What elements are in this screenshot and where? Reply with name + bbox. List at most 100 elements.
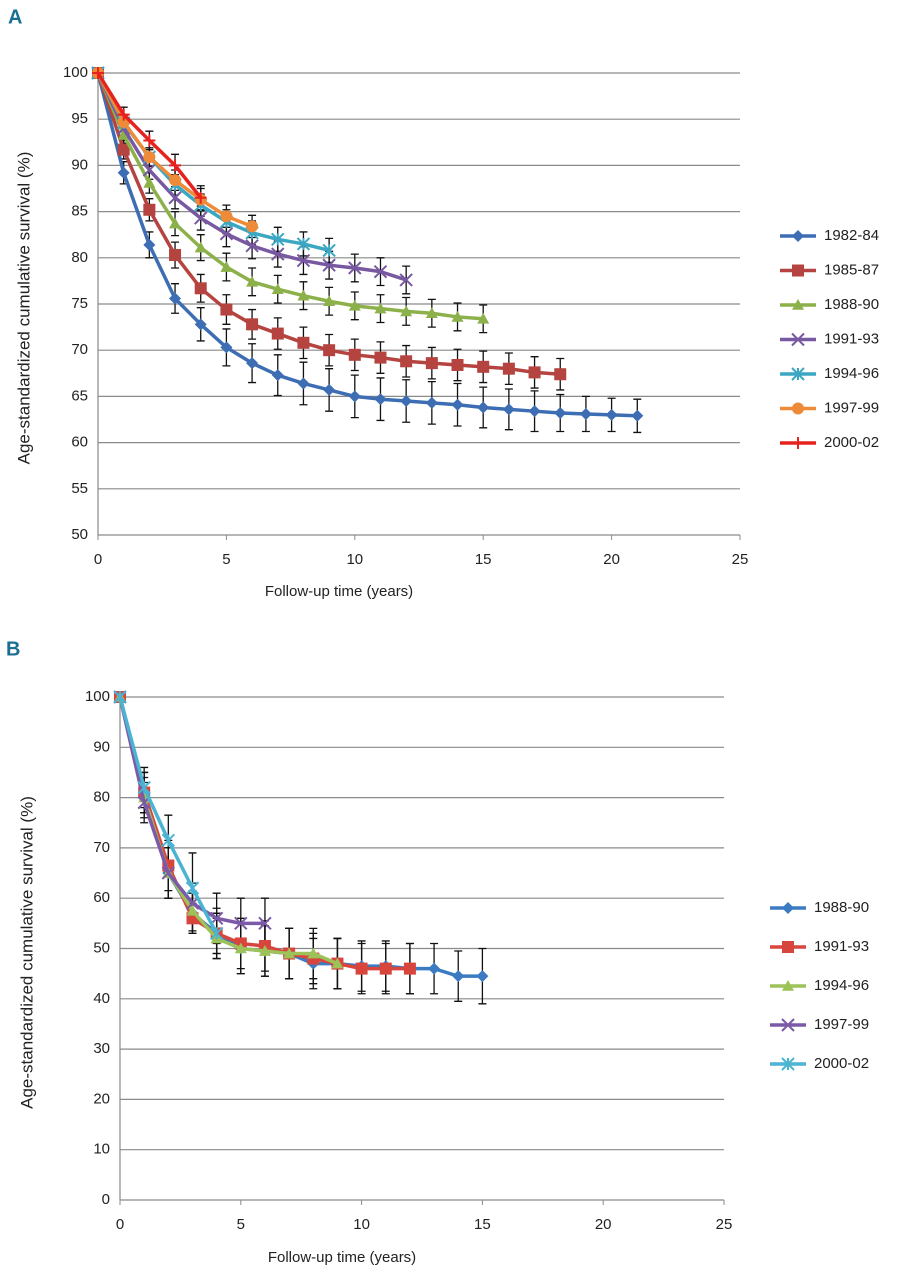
marker (234, 916, 248, 931)
marker (323, 344, 336, 357)
marker (297, 377, 310, 390)
legend-label: 1994-96 (814, 977, 869, 994)
marker (220, 303, 233, 316)
marker (400, 355, 413, 368)
marker (348, 299, 361, 311)
marker (631, 409, 644, 422)
y-tick-label: 90 (71, 156, 88, 173)
x-tick-label: 0 (94, 551, 102, 568)
y-tick-label: 75 (71, 295, 88, 312)
marker (477, 312, 490, 324)
marker (169, 159, 182, 172)
marker (323, 295, 336, 307)
y-tick-label: 50 (71, 526, 88, 543)
marker (117, 143, 130, 156)
marker (400, 395, 413, 408)
marker (194, 241, 207, 253)
marker (143, 134, 156, 147)
marker (271, 327, 284, 340)
marker (117, 128, 130, 140)
marker (322, 258, 336, 272)
y-tick-label: 55 (71, 480, 88, 497)
x-tick-label: 10 (346, 551, 363, 568)
marker (403, 962, 416, 975)
y-tick-label: 70 (71, 341, 88, 358)
marker (186, 904, 199, 916)
y-tick-label: 30 (93, 1040, 110, 1057)
marker (143, 151, 156, 164)
marker (297, 336, 310, 349)
marker (374, 393, 387, 406)
x-tick-label: 25 (716, 1216, 733, 1233)
marker (477, 360, 490, 373)
legend-marker (782, 902, 794, 914)
marker (220, 210, 233, 223)
marker (220, 261, 233, 272)
y-tick-label: 40 (93, 990, 110, 1007)
marker (451, 310, 464, 322)
marker (117, 108, 130, 121)
series-line (96, 72, 638, 418)
marker (477, 401, 490, 414)
series-line (118, 696, 483, 978)
marker (142, 163, 157, 177)
marker (528, 366, 541, 379)
marker (605, 408, 618, 421)
marker (169, 249, 182, 262)
legend-label: 1991-93 (824, 330, 879, 347)
marker (271, 283, 284, 295)
x-tick-label: 25 (732, 551, 749, 568)
marker (323, 383, 336, 396)
legend-marker (781, 1018, 795, 1032)
marker (374, 351, 387, 364)
legend-label: 1997-99 (824, 399, 879, 416)
x-tick-label: 15 (474, 1216, 491, 1233)
y-tick-label: 10 (93, 1141, 110, 1158)
legend-label: 1985-87 (824, 261, 879, 278)
marker (296, 253, 311, 268)
y-tick-label: 20 (93, 1090, 110, 1107)
series-line (96, 72, 561, 376)
marker (452, 970, 465, 983)
marker (373, 264, 388, 279)
legend-label: 1991-93 (814, 938, 869, 955)
marker (428, 962, 441, 975)
marker (92, 67, 104, 79)
marker (502, 362, 515, 375)
y-tick-label: 90 (93, 738, 110, 755)
marker (143, 238, 156, 251)
marker (117, 166, 130, 179)
marker (194, 318, 207, 331)
marker (528, 405, 541, 418)
marker (348, 390, 361, 403)
marker (296, 237, 311, 251)
marker (185, 881, 200, 895)
marker (374, 302, 387, 314)
legend-label: 1988-90 (814, 899, 869, 916)
legend-label: 1988-90 (824, 296, 879, 313)
marker (143, 176, 156, 188)
marker (379, 962, 392, 975)
x-tick-label: 5 (237, 1216, 245, 1233)
x-tick-label: 20 (603, 551, 620, 568)
series-line (96, 72, 330, 253)
marker (502, 403, 515, 416)
x-tick-label: 15 (475, 551, 492, 568)
marker (425, 307, 438, 319)
marker (271, 247, 285, 261)
marker (169, 292, 182, 305)
marker (169, 174, 182, 187)
marker (246, 318, 259, 331)
marker (194, 282, 207, 295)
y-tick-label: 80 (93, 789, 110, 806)
marker (348, 261, 362, 275)
legend-marker (792, 402, 804, 415)
marker (245, 239, 259, 253)
marker (271, 232, 285, 247)
marker (194, 191, 207, 204)
marker (348, 348, 361, 361)
panel-label: A (8, 6, 22, 28)
marker (451, 398, 464, 411)
marker (476, 970, 489, 983)
marker (246, 275, 259, 287)
